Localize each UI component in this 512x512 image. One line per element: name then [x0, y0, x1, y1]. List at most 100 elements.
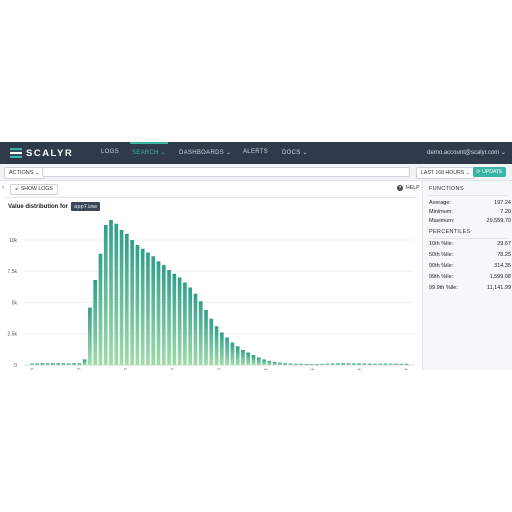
chart-bar: [325, 363, 330, 366]
stat-label: Average:: [429, 200, 451, 206]
stat-maximum: Maximum: 29,559.70: [429, 218, 511, 224]
stat-label: 99th %ile:: [429, 274, 454, 280]
chart-bar: [309, 364, 314, 365]
chart-bar: [256, 357, 261, 365]
stat-value: 11,141.99: [486, 285, 511, 291]
x-tick-label: 100: [167, 367, 175, 370]
chart-bar: [246, 352, 251, 365]
search-input[interactable]: [42, 167, 410, 177]
nav-docs[interactable]: DOCS ⌄: [282, 150, 308, 156]
chart-bar: [388, 363, 393, 366]
chart-bar: [93, 280, 98, 365]
show-logs-button[interactable]: ↙ SHOW LOGS: [10, 184, 58, 195]
chart-bar: [167, 270, 171, 365]
chart-title: Value distribution for appTime: [8, 202, 101, 211]
chart-bar: [135, 245, 140, 365]
chart-bar: [51, 363, 55, 365]
stat-value: 314.35: [494, 263, 511, 269]
percentile-50: 50th %ile: 78.25: [429, 252, 511, 258]
stat-label: 90th %ile:: [429, 263, 454, 269]
chart-bar: [30, 363, 34, 365]
stat-value: 1,599.08: [489, 274, 511, 280]
chart-bar: [109, 220, 113, 365]
stat-label: 99.9th %ile:: [429, 285, 458, 291]
chart-bar: [66, 363, 71, 366]
percentiles-title: PERCENTILES: [429, 229, 471, 235]
chart-bar: [394, 363, 398, 365]
percentile-99-9: 99.9th %ile: 11,141.99: [429, 285, 511, 291]
percentile-10: 10th %ile: 29.67: [429, 241, 511, 247]
query-toolbar: ACTIONS ⌄ LAST 168 HOURS ⌄ ⟳ UPDATE: [0, 164, 512, 181]
x-tick-label: 5: [29, 367, 35, 370]
chart-bar: [330, 363, 335, 366]
logo-text: SCALYR: [26, 147, 74, 159]
chart-bar: [151, 256, 156, 365]
stat-label: Maximum:: [429, 218, 455, 224]
chart-bar: [241, 350, 245, 365]
account-menu[interactable]: demo.account@scalyr.com ⌄: [427, 150, 506, 156]
chart-bar: [399, 363, 404, 366]
chart-bar: [272, 361, 277, 366]
nav-logs[interactable]: LOGS: [101, 149, 119, 155]
chart-bar: [98, 253, 103, 365]
chart-bar: [45, 363, 50, 365]
chart-bar: [214, 326, 219, 365]
chart-bar: [267, 360, 272, 366]
x-axis: 5 10 50 100 500 1k 5k 10k 50k: [29, 366, 409, 370]
x-tick-label: 10: [75, 367, 82, 370]
chart-bar: [283, 363, 288, 366]
chart-bar: [183, 282, 187, 365]
chart-bar: [198, 301, 203, 365]
field-name-badge: appTime: [71, 202, 101, 211]
chart-bar: [72, 363, 76, 366]
chart-bar: [172, 273, 177, 365]
stat-value: 197.24: [494, 200, 511, 206]
chart-bar: [367, 363, 372, 366]
chart-bar: [293, 363, 298, 365]
chart-bar: [346, 363, 351, 365]
chart-bar: [225, 337, 229, 365]
update-label: UPDATE: [482, 169, 503, 175]
chart-bar: [351, 363, 356, 366]
results-panel: › ↙ SHOW LOGS ? HELP Value distribution …: [0, 181, 422, 370]
percentile-90: 90th %ile: 314.35: [429, 263, 511, 269]
time-range-dropdown[interactable]: LAST 168 HOURS ⌄: [416, 167, 475, 179]
chart-bar: [288, 363, 293, 365]
nav-dashboards[interactable]: DASHBOARDS ⌄: [179, 150, 232, 156]
chart-bar: [88, 307, 92, 365]
chart-bar: [304, 364, 309, 365]
chart-title-text: Value distribution for: [8, 203, 69, 210]
question-icon: ?: [397, 185, 403, 191]
update-button[interactable]: ⟳ UPDATE: [473, 167, 506, 177]
chart-bar: [341, 363, 346, 366]
chart-bar: [373, 363, 377, 365]
chart-bar: [251, 355, 256, 365]
actions-dropdown[interactable]: ACTIONS ⌄: [4, 167, 45, 179]
chart-bar: [61, 363, 66, 365]
chart-bar: [383, 363, 388, 365]
x-tick-label: 500: [214, 367, 222, 370]
chart-bar: [204, 310, 208, 365]
stat-label: 50th %ile:: [429, 252, 454, 258]
chart-bar: [320, 363, 324, 366]
chart-bar: [230, 342, 235, 365]
y-tick-label: 10k: [9, 238, 18, 244]
nav-alerts[interactable]: ALERTS: [243, 149, 269, 155]
chart-bar: [40, 363, 45, 366]
chart-bar: [299, 363, 303, 366]
chart-bar: [161, 265, 166, 365]
arrow-icon: ↙: [15, 186, 20, 192]
chart-bars: [30, 220, 409, 366]
chart-gridlines: [24, 239, 414, 366]
chart-bar: [278, 362, 282, 366]
chart-bar: [130, 240, 134, 365]
nav-search[interactable]: SEARCH ⌄: [129, 142, 169, 156]
chart-bar: [77, 363, 82, 365]
x-tick-label: 10k: [354, 366, 362, 370]
logo[interactable]: SCALYR: [10, 147, 73, 159]
show-logs-label: SHOW LOGS: [20, 186, 53, 192]
help-button[interactable]: ? HELP: [397, 185, 420, 191]
x-tick-label: 50: [122, 367, 129, 370]
expand-handle-icon[interactable]: ›: [2, 185, 4, 191]
stat-label: 10th %ile:: [429, 241, 454, 247]
